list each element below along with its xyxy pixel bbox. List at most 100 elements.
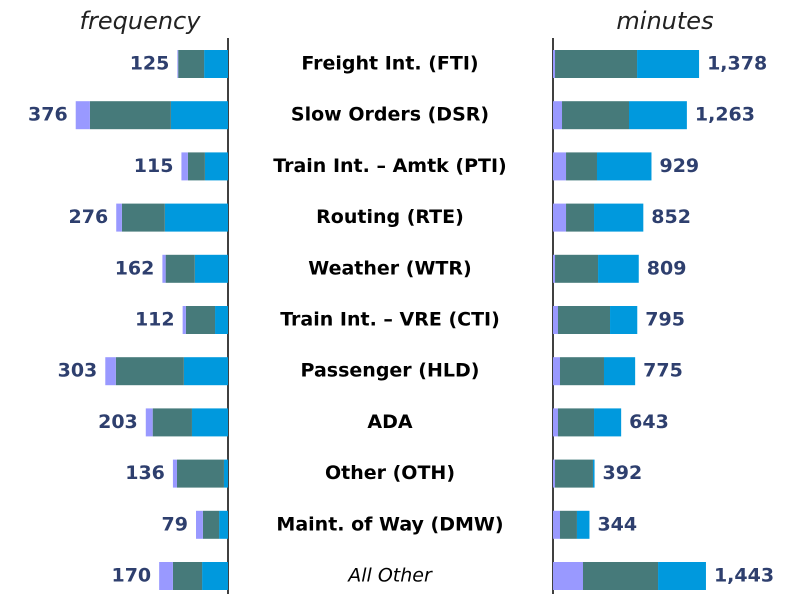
bar-segment	[553, 152, 567, 181]
bar-segment	[105, 357, 116, 386]
total-label: 1,263	[695, 104, 755, 126]
bar-segment	[557, 306, 611, 334]
bar-segment	[185, 306, 216, 334]
total-label: 929	[659, 155, 699, 177]
category-label: Other (OTH)	[325, 462, 455, 484]
total-label: 303	[58, 360, 98, 382]
total-label: 79	[162, 513, 188, 535]
category-label: Passenger (HLD)	[301, 360, 480, 382]
bar-segment	[204, 50, 228, 78]
bar-segment	[219, 510, 228, 539]
bar-segment	[202, 510, 220, 539]
bar-segment	[121, 203, 165, 232]
bar-segment	[559, 510, 577, 539]
total-label: 276	[69, 206, 109, 228]
bar-segment	[170, 101, 228, 130]
bar-segment	[566, 203, 595, 232]
axis-title: frequency	[80, 7, 202, 35]
bar-segment	[582, 562, 659, 590]
total-label: 125	[130, 53, 170, 75]
bar-segment	[594, 203, 644, 232]
bar-segment	[202, 562, 228, 590]
category-label: Routing (RTE)	[316, 206, 464, 228]
bar-segment	[178, 50, 205, 78]
axis-title: minutes	[616, 7, 713, 35]
bar-segment	[603, 357, 636, 386]
bar-segment	[194, 254, 228, 283]
bar-segment	[116, 203, 122, 232]
bar-segment	[553, 254, 556, 283]
bar-segment	[553, 101, 563, 130]
total-label: 112	[135, 309, 175, 331]
bar-segment	[183, 357, 228, 386]
total-label: 1,443	[714, 565, 774, 587]
category-label: All Other	[346, 565, 433, 587]
bar-segment	[204, 152, 228, 181]
total-label: 170	[111, 565, 151, 587]
category-label: Train Int. – Amtk (PTI)	[273, 155, 507, 177]
total-label: 795	[645, 309, 685, 331]
bar-segment	[562, 101, 630, 130]
category-label: Maint. of Way (DMW)	[276, 513, 503, 535]
bar-segment	[115, 357, 184, 386]
bar-segment	[177, 50, 179, 78]
total-label: 809	[647, 257, 687, 279]
bar-segment	[555, 459, 593, 488]
bar-segment	[610, 306, 638, 334]
bar-segment	[553, 357, 560, 386]
total-label: 162	[115, 257, 155, 279]
bar-segment	[181, 152, 188, 181]
bar-segment	[594, 408, 622, 437]
bar-segment	[159, 562, 173, 590]
bar-segment	[145, 408, 153, 437]
bar-segment	[559, 357, 604, 386]
total-label: 344	[597, 513, 637, 535]
bar-segment	[553, 562, 583, 590]
bar-segment	[555, 254, 599, 283]
bar-segment	[75, 101, 90, 130]
bar-segment	[553, 408, 558, 437]
total-label: 1,378	[707, 53, 767, 75]
total-label: 643	[629, 411, 669, 433]
bar-segment	[553, 203, 567, 232]
bar-segment	[555, 50, 638, 78]
category-label: Freight Int. (FTI)	[301, 53, 478, 75]
bar-segment	[164, 203, 228, 232]
total-label: 775	[643, 360, 683, 382]
bar-segment	[89, 101, 171, 130]
total-label: 136	[125, 462, 165, 484]
bar-segment	[592, 459, 595, 488]
category-label: Train Int. – VRE (CTI)	[280, 309, 500, 331]
bar-segment	[187, 152, 205, 181]
category-label: ADA	[367, 411, 412, 433]
bar-segment	[566, 152, 597, 181]
bar-segment	[576, 510, 590, 539]
bar-segment	[553, 459, 556, 488]
category-label: Slow Orders (DSR)	[291, 104, 489, 126]
total-label: 392	[603, 462, 643, 484]
bar-segment	[196, 510, 203, 539]
bar-segment	[553, 306, 558, 334]
bar-segment	[629, 101, 687, 130]
bar-segment	[658, 562, 706, 590]
bar-segment	[165, 254, 195, 283]
bar-segment	[553, 510, 560, 539]
bar-segment	[162, 254, 166, 283]
total-label: 115	[134, 155, 174, 177]
category-label: Weather (WTR)	[308, 257, 471, 279]
bar-segment	[553, 50, 556, 78]
bar-segment	[557, 408, 595, 437]
bar-segment	[172, 562, 203, 590]
bar-segment	[598, 254, 639, 283]
bar-segment	[596, 152, 652, 181]
bar-segment	[176, 459, 224, 488]
bar-segment	[182, 306, 186, 334]
bar-segment	[152, 408, 192, 437]
bar-segment	[223, 459, 228, 488]
total-label: 376	[28, 104, 68, 126]
total-label: 852	[651, 206, 691, 228]
bar-segment	[215, 306, 228, 334]
bar-segment	[191, 408, 228, 437]
bar-segment	[637, 50, 700, 78]
